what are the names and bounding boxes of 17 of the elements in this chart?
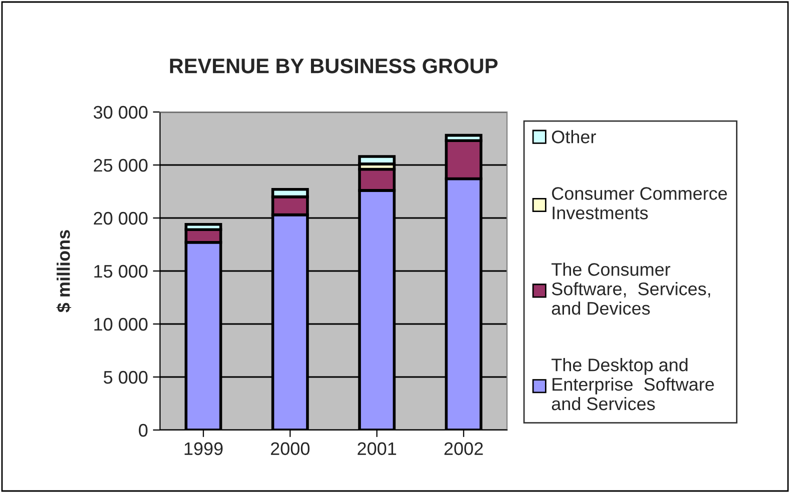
chart-title: REVENUE BY BUSINESS GROUP [170, 58, 498, 74]
y-axis-title: $ millions [56, 230, 72, 312]
y-tick-label: 0 [138, 424, 148, 437]
y-tick-label: 20 000 [94, 212, 148, 225]
legend-label: The Desktop and Enterprise Software and Services [552, 358, 714, 410]
y-tick-label: 10 000 [94, 318, 148, 331]
legend-label: The Consumer Software, Services, and Devices [552, 262, 710, 315]
legend-label: Other [552, 130, 596, 144]
y-tick-label: 30 000 [94, 106, 148, 119]
legend-label: Consumer Commerce Investments [552, 187, 727, 220]
x-tick-label: 1999 [184, 442, 223, 456]
y-tick-label: 25 000 [94, 158, 148, 172]
y-tick-label: 15 000 [94, 264, 148, 278]
x-tick-label: 2000 [270, 442, 310, 456]
x-tick-label: 2002 [444, 442, 483, 456]
y-tick-label: 5 000 [104, 370, 148, 384]
x-tick-label: 2001 [358, 442, 396, 456]
